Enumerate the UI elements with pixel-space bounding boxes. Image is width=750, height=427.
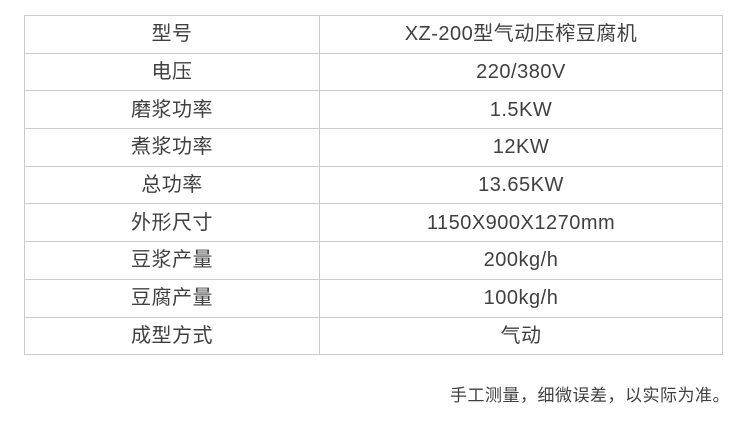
spec-label-cell: 成型方式 xyxy=(24,316,320,356)
spec-value-cell: 12KW xyxy=(319,128,723,167)
spec-value-cell: 200kg/h xyxy=(319,241,723,280)
spec-label-cell: 磨浆功率 xyxy=(24,90,320,130)
spec-row: 煮浆功率 12KW xyxy=(24,128,723,167)
spec-row: 成型方式 气动 xyxy=(24,316,723,356)
spec-label-cell: 总功率 xyxy=(24,165,320,205)
spec-row: 豆浆产量 200kg/h xyxy=(24,241,723,280)
spec-value-cell: 气动 xyxy=(319,316,723,356)
spec-row: 豆腐产量 100kg/h xyxy=(24,278,723,318)
spec-table-body: 型号 XZ-200型气动压榨豆腐机 电压 220/380V 磨浆功率 1.5KW 煮浆功率 1… xyxy=(24,15,723,356)
spec-value-cell: 100kg/h xyxy=(319,278,723,318)
spec-label-cell: 豆浆产量 xyxy=(24,241,320,280)
spec-label-cell: 型号 xyxy=(24,15,320,54)
spec-value-cell: 1.5KW xyxy=(319,90,723,130)
spec-value-cell: 13.65KW xyxy=(319,165,723,205)
spec-value-cell: XZ-200型气动压榨豆腐机 xyxy=(319,15,723,54)
spec-row: 磨浆功率 1.5KW xyxy=(24,90,723,130)
spec-label-cell: 外形尺寸 xyxy=(24,203,320,243)
spec-value-cell: 1150X900X1270mm xyxy=(319,203,723,243)
spec-label-cell: 煮浆功率 xyxy=(24,128,320,167)
spec-label-cell: 电压 xyxy=(24,52,320,92)
spec-row: 外形尺寸 1150X900X1270mm xyxy=(24,203,723,243)
spec-label-cell: 豆腐产量 xyxy=(24,278,320,318)
measurement-disclaimer-note: 手工测量，细微误差，以实际为准。 xyxy=(450,386,730,405)
spec-row: 型号 XZ-200型气动压榨豆腐机 xyxy=(24,15,723,54)
product-spec-table: 型号 XZ-200型气动压榨豆腐机 电压 220/380V 磨浆功率 1.5KW 煮浆功率 1… xyxy=(24,15,723,356)
spec-value-cell: 220/380V xyxy=(319,52,723,92)
spec-row: 总功率 13.65KW xyxy=(24,165,723,205)
spec-row: 电压 220/380V xyxy=(24,52,723,92)
